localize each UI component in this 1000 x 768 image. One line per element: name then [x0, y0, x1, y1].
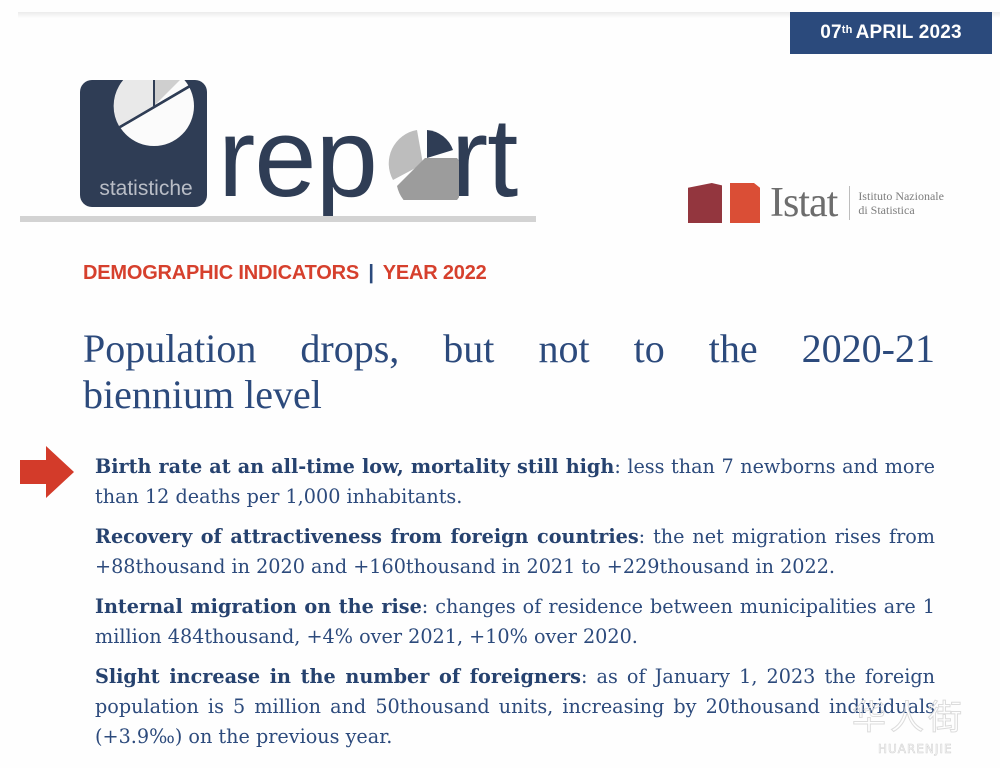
report-word-suffix: rt	[450, 95, 518, 220]
istat-name: Istat	[770, 180, 838, 226]
highlight-text: : as of January 1, 2023 the foreign popu…	[95, 665, 935, 748]
watermark: 华人街 HUARENJIE	[848, 690, 998, 760]
report-wordmark: rep rt	[218, 88, 518, 228]
title-word: 2020-21	[801, 326, 935, 371]
highlight-text: : changes of residence between municipal…	[95, 595, 936, 648]
date-day: 07	[820, 22, 842, 43]
page-title-line2: biennium level	[83, 372, 322, 417]
pie-chart-icon	[113, 80, 194, 146]
report-word-prefix: rep	[218, 95, 378, 220]
istat-full-name: Istituto Nazionale di Statistica	[858, 189, 944, 217]
highlight-text: : less than 7 newborns and more than 12 …	[95, 455, 935, 508]
section-label-left: DEMOGRAPHIC INDICATORS	[83, 262, 359, 284]
highlight-heading: Internal migration on the rise	[95, 595, 422, 618]
title-word: but	[443, 326, 495, 371]
highlight-heading: Recovery of attractiveness from foreign …	[95, 525, 639, 548]
logo-underline	[20, 216, 536, 222]
istat-separator	[849, 186, 851, 220]
istat-full-name-line2: di Statistica	[858, 203, 915, 217]
title-word: the	[708, 326, 758, 371]
title-word: drops,	[300, 326, 400, 371]
date-month-year: APRIL 2023	[855, 22, 962, 43]
highlight-heading: Birth rate at an all-time low, mortality…	[95, 455, 615, 478]
highlight-item: Internal migration on the rise: changes …	[95, 592, 935, 652]
watermark-chinese: 华人街	[852, 698, 966, 739]
title-word: to	[633, 326, 665, 371]
section-label: DEMOGRAPHIC INDICATORS | YEAR 2022	[83, 262, 487, 285]
highlight-item: Recovery of attractiveness from foreign …	[95, 522, 935, 582]
highlight-heading: Slight increase in the number of foreign…	[95, 665, 581, 688]
watermark-latin: HUARENJIE	[878, 742, 953, 757]
arrow-right-icon	[20, 446, 74, 498]
istat-mark-left	[688, 183, 722, 223]
title-word: not	[538, 326, 590, 371]
highlight-text: : the net migration rises from +88thousa…	[95, 525, 936, 578]
section-label-separator: |	[368, 262, 374, 284]
page-top-shadow	[18, 12, 1000, 18]
istat-mark-right	[730, 183, 760, 223]
section-label-right: YEAR 2022	[382, 262, 487, 284]
date-day-suffix: th	[841, 24, 853, 36]
page-title: Population drops, but not to the 2020-21…	[83, 326, 935, 418]
title-word: Population	[83, 326, 257, 371]
statistiche-logo-box: statistiche	[80, 80, 207, 207]
highlight-item: Birth rate at an all-time low, mortality…	[95, 452, 935, 512]
highlights-list: Birth rate at an all-time low, mortality…	[95, 452, 935, 762]
report-pie-chart-icon	[388, 130, 459, 200]
istat-full-name-line1: Istituto Nazionale	[858, 189, 944, 203]
logo-word-statistiche: statistiche	[99, 177, 193, 200]
page-title-line1: Population drops, but not to the 2020-21	[83, 326, 935, 372]
highlight-item: Slight increase in the number of foreign…	[95, 662, 935, 752]
istat-logo: Istat Istituto Nazionale di Statistica	[688, 180, 944, 226]
